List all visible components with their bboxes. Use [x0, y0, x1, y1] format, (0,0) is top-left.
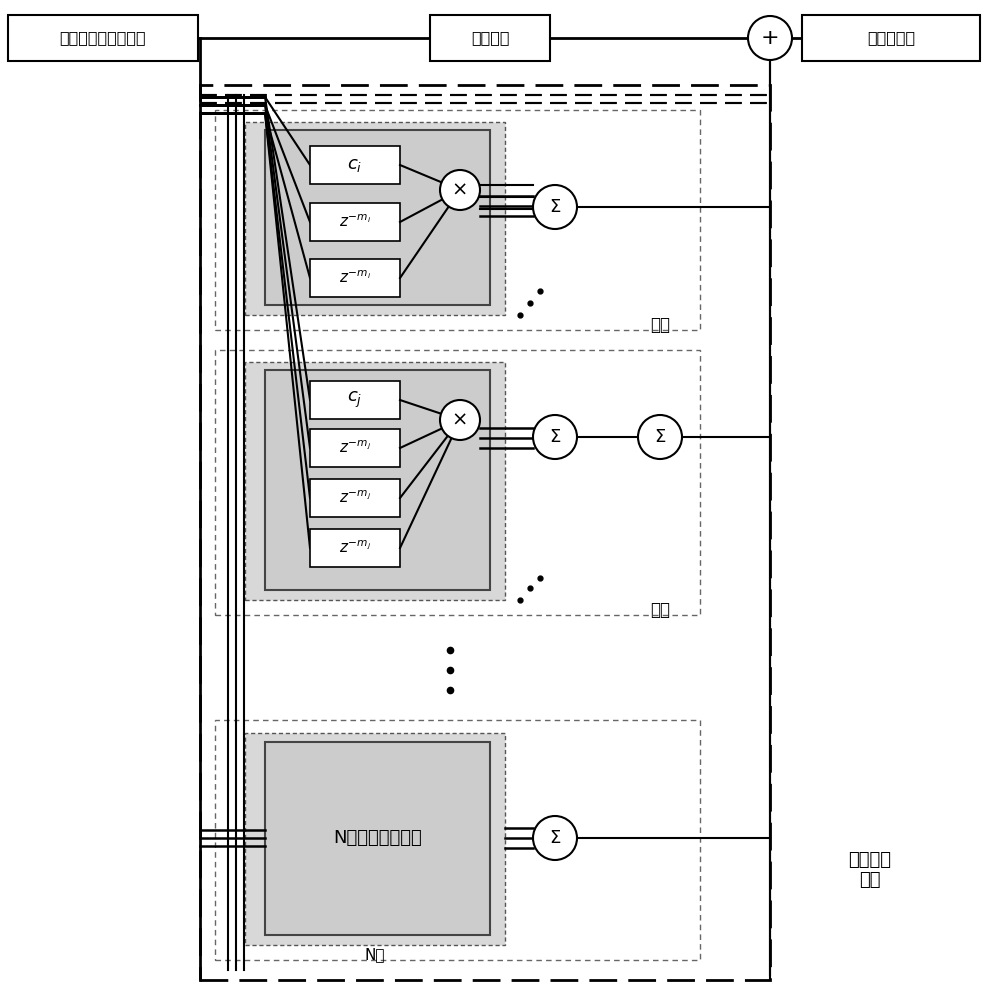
Bar — [265, 370, 490, 590]
Text: Σ: Σ — [549, 829, 561, 847]
Circle shape — [440, 170, 480, 210]
Bar — [310, 381, 400, 419]
Text: N阶: N阶 — [365, 948, 386, 962]
Bar — [8, 15, 198, 61]
Bar — [310, 429, 400, 467]
Text: Σ: Σ — [655, 428, 666, 446]
Bar — [245, 733, 505, 945]
Text: $c_i$: $c_i$ — [347, 156, 363, 174]
Text: $c_j$: $c_j$ — [347, 390, 363, 410]
Text: N阶非线性组合项: N阶非线性组合项 — [333, 830, 422, 848]
Bar — [310, 146, 400, 184]
Bar — [310, 479, 400, 517]
Text: ×: × — [452, 180, 468, 200]
Text: 三阶: 三阶 — [650, 601, 670, 619]
Text: $z^{-m_j}$: $z^{-m_j}$ — [339, 490, 371, 506]
Bar — [802, 15, 980, 61]
Bar — [215, 350, 700, 615]
Bar — [310, 529, 400, 567]
Circle shape — [533, 415, 577, 459]
Text: $z^{-m_j}$: $z^{-m_j}$ — [339, 540, 371, 556]
Circle shape — [748, 16, 792, 60]
Text: Σ: Σ — [549, 428, 561, 446]
Circle shape — [638, 415, 682, 459]
Bar — [245, 122, 505, 315]
Text: $z^{-m_i}$: $z^{-m_i}$ — [339, 214, 371, 230]
Text: Σ: Σ — [549, 198, 561, 216]
Text: ×: × — [452, 410, 468, 430]
Bar — [430, 15, 550, 61]
Circle shape — [533, 185, 577, 229]
Bar — [245, 362, 505, 600]
Bar — [310, 203, 400, 241]
Circle shape — [533, 816, 577, 860]
Text: 校正后信号: 校正后信号 — [867, 30, 915, 45]
Text: +: + — [760, 28, 779, 48]
Bar — [215, 720, 700, 960]
Text: 二阶: 二阶 — [650, 316, 670, 334]
Bar — [265, 742, 490, 935]
Bar — [215, 110, 700, 330]
Text: 非线性系统输出信号: 非线性系统输出信号 — [60, 30, 146, 45]
Bar — [265, 130, 490, 305]
Circle shape — [440, 400, 480, 440]
Text: $z^{-m_i}$: $z^{-m_i}$ — [339, 270, 371, 286]
Text: $z^{-m_j}$: $z^{-m_j}$ — [339, 440, 371, 456]
Bar — [310, 259, 400, 297]
Text: 可选延时: 可选延时 — [470, 30, 509, 45]
Text: 生成抗消
信号: 生成抗消 信号 — [849, 851, 891, 889]
Bar — [200, 85, 770, 980]
